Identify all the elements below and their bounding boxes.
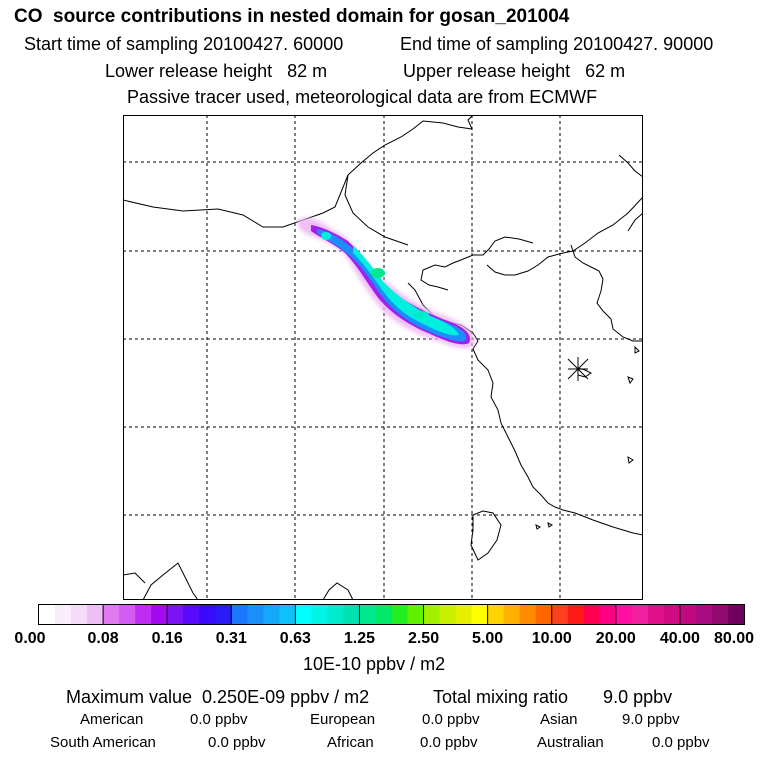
colorbar-cell	[295, 605, 312, 625]
colorbar-tick-label: 10.00	[531, 630, 572, 647]
total-mixing-label: Total mixing ratio 9.0 ppbv	[433, 687, 673, 707]
colorbar-cell	[119, 605, 136, 625]
colorbar-tick-label: 0.00	[14, 630, 46, 647]
colorbar-cell	[535, 605, 553, 625]
colorbar-cell	[583, 605, 601, 625]
coastlines	[123, 115, 643, 600]
colorbar-cell	[39, 605, 56, 625]
colorbar-cell	[87, 605, 104, 625]
colorbar-cell	[359, 605, 377, 625]
colorbar-tick-label: 1.25	[343, 630, 376, 647]
grid-lines	[123, 115, 643, 600]
colorbar-cell	[327, 605, 345, 625]
colorbar-tick-label: 80.00	[713, 630, 755, 647]
colorbar-cell	[663, 605, 681, 625]
colorbar-cell	[135, 605, 152, 625]
colorbar-tick-label: 0.08	[87, 630, 119, 647]
region-value: 0.0 ppbv	[652, 734, 710, 751]
region-name: African	[327, 734, 374, 751]
plume-green-core	[371, 268, 385, 278]
colorbar-cell	[167, 605, 184, 625]
region-value: 0.0 ppbv	[420, 734, 478, 751]
region-value: 0.0 ppbv	[190, 711, 248, 728]
region-name: South American	[50, 734, 156, 751]
plume-layer	[297, 217, 475, 349]
colorbar-cell	[599, 605, 617, 625]
colorbar-cell	[423, 605, 441, 625]
colorbar-tick-label: 0.63	[279, 630, 311, 647]
colorbar-cell	[231, 605, 248, 625]
max-value-label: Maximum value 0.250E-09 ppbv / m2	[66, 687, 370, 707]
colorbar-cell	[711, 605, 729, 625]
colorbar-cell	[631, 605, 649, 625]
colorbar-cell	[247, 605, 264, 625]
colorbar-cell	[439, 605, 457, 625]
colorbar-cell	[55, 605, 72, 625]
colorbar-cell	[103, 605, 120, 625]
region-name: American	[80, 711, 144, 728]
colorbar	[38, 604, 745, 625]
colorbar-cell	[647, 605, 665, 625]
colorbar-cell	[71, 605, 88, 625]
colorbar-cell	[487, 605, 505, 625]
lower-release-label: Lower release height 82 m	[105, 61, 328, 81]
colorbar-cell	[391, 605, 409, 625]
colorbar-cell	[279, 605, 296, 625]
colorbar-cell	[311, 605, 329, 625]
colorbar-cell	[375, 605, 393, 625]
colorbar-tick-label: 0.16	[151, 630, 183, 647]
units-label: 10E-10 ppbv / m2	[303, 654, 446, 674]
end-time-label: End time of sampling 20100427. 90000	[400, 34, 714, 54]
colorbar-cell	[263, 605, 280, 625]
colorbar-cell	[567, 605, 585, 625]
colorbar-tick-label: 5.00	[472, 630, 504, 647]
plume-blue-band	[317, 229, 467, 342]
colorbar-tick-label: 0.31	[215, 630, 247, 647]
colorbar-cell	[727, 605, 745, 625]
colorbar-cell	[343, 605, 361, 625]
start-time-label: Start time of sampling 20100427. 60000	[24, 34, 344, 54]
plume-teal-core	[413, 311, 429, 319]
colorbar-cell	[471, 605, 489, 625]
colorbar-tick-label: 2.50	[407, 630, 440, 647]
map-panel	[123, 115, 643, 600]
region-value: 0.0 ppbv	[208, 734, 266, 751]
colorbar-cell	[679, 605, 697, 625]
colorbar-cell	[199, 605, 216, 625]
region-value: 0.0 ppbv	[422, 711, 480, 728]
colorbar-cell	[183, 605, 200, 625]
plume-cyan-core	[353, 245, 459, 336]
colorbar-cell	[151, 605, 168, 625]
chart-title: CO source contributions in nested domain…	[14, 6, 570, 27]
colorbar-cell	[455, 605, 473, 625]
plume-cyan-spot	[321, 232, 331, 240]
colorbar-cell	[215, 605, 232, 625]
colorbar-cell	[407, 605, 425, 625]
colorbar-cell	[503, 605, 521, 625]
colorbar-cell	[519, 605, 537, 625]
region-name: Asian	[540, 711, 578, 728]
colorbar-tick-label: 20.00	[595, 630, 636, 647]
upper-release-label: Upper release height 62 m	[403, 61, 626, 81]
colorbar-frame	[38, 604, 745, 625]
region-name: European	[310, 711, 376, 728]
map-frame	[123, 115, 643, 600]
region-name: Australian	[537, 734, 604, 751]
colorbar-cell	[551, 605, 569, 625]
receptor-star-icon	[567, 357, 589, 381]
tracer-note: Passive tracer used, meteorological data…	[127, 87, 598, 107]
colorbar-cell	[695, 605, 713, 625]
colorbar-cell	[615, 605, 633, 625]
region-value: 9.0 ppbv	[622, 711, 680, 728]
colorbar-tick-label: 40.00	[659, 630, 700, 647]
